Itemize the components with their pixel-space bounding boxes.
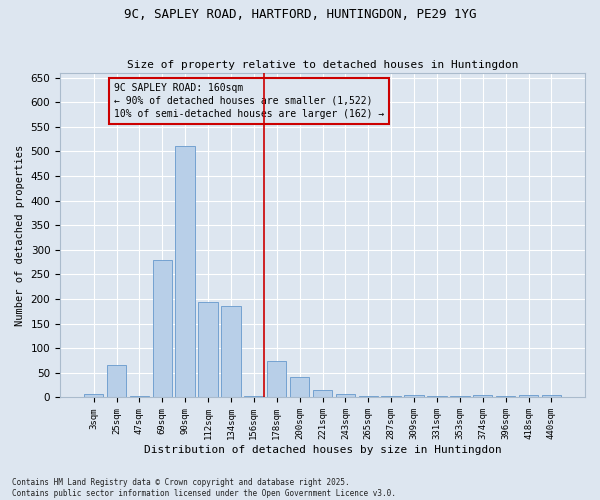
Bar — [427, 396, 446, 398]
Bar — [290, 377, 310, 398]
Bar — [450, 396, 470, 398]
Text: Contains HM Land Registry data © Crown copyright and database right 2025.
Contai: Contains HM Land Registry data © Crown c… — [12, 478, 396, 498]
Bar — [542, 395, 561, 398]
Bar — [267, 360, 286, 398]
Bar — [152, 260, 172, 398]
Bar — [496, 396, 515, 398]
Bar — [335, 394, 355, 398]
X-axis label: Distribution of detached houses by size in Huntingdon: Distribution of detached houses by size … — [143, 445, 502, 455]
Bar — [473, 395, 493, 398]
Bar — [130, 396, 149, 398]
Bar — [519, 395, 538, 398]
Bar — [359, 396, 378, 398]
Bar — [382, 396, 401, 398]
Bar — [313, 390, 332, 398]
Bar — [404, 395, 424, 398]
Bar — [221, 306, 241, 398]
Bar — [84, 394, 103, 398]
Bar — [175, 146, 195, 398]
Text: 9C, SAPLEY ROAD, HARTFORD, HUNTINGDON, PE29 1YG: 9C, SAPLEY ROAD, HARTFORD, HUNTINGDON, P… — [124, 8, 476, 20]
Bar — [199, 302, 218, 398]
Bar — [107, 366, 126, 398]
Y-axis label: Number of detached properties: Number of detached properties — [15, 144, 25, 326]
Text: 9C SAPLEY ROAD: 160sqm
← 90% of detached houses are smaller (1,522)
10% of semi-: 9C SAPLEY ROAD: 160sqm ← 90% of detached… — [114, 82, 385, 119]
Title: Size of property relative to detached houses in Huntingdon: Size of property relative to detached ho… — [127, 60, 518, 70]
Bar — [244, 396, 263, 398]
